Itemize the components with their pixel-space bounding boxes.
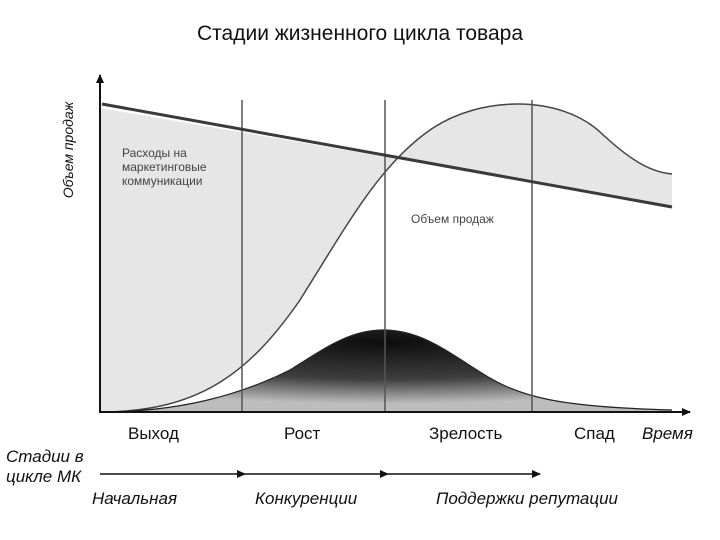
mc-cycle-label: Стадии в цикле МК [6, 447, 84, 486]
costs-label: Расходы на маркетинговые коммуникации [122, 146, 207, 188]
stage-label-zrelost: Зрелость [429, 424, 503, 443]
mc-stage-podderzhki: Поддержки репутации [436, 489, 619, 508]
stage-label-rost: Рост [284, 424, 321, 443]
x-axis-label: Время [642, 424, 693, 443]
sales-volume-curve [99, 103, 673, 413]
stage-label-spad: Спад [574, 424, 615, 443]
marketing-costs-line [101, 102, 673, 209]
dark-hill-area [100, 330, 672, 412]
stage-label-vyhod: Выход [128, 424, 179, 443]
mc-stage-nachalnaya: Начальная [92, 489, 178, 508]
mc-stage-konkurencii: Конкуренции [255, 489, 358, 508]
page-title: Стадии жизненного цикла товара [196, 22, 523, 45]
sales-volume-label: Объем продаж [411, 212, 494, 226]
